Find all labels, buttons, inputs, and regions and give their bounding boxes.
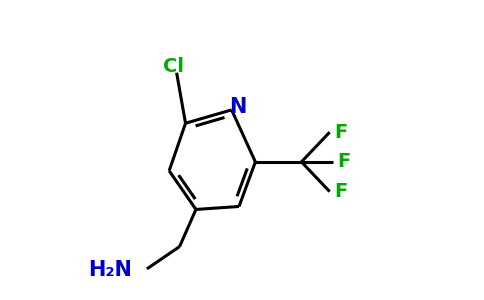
Text: Cl: Cl: [163, 57, 184, 76]
Text: F: F: [337, 152, 350, 171]
Text: F: F: [334, 182, 348, 201]
Text: H₂N: H₂N: [88, 260, 132, 280]
Text: N: N: [229, 98, 247, 118]
Text: F: F: [334, 123, 348, 142]
